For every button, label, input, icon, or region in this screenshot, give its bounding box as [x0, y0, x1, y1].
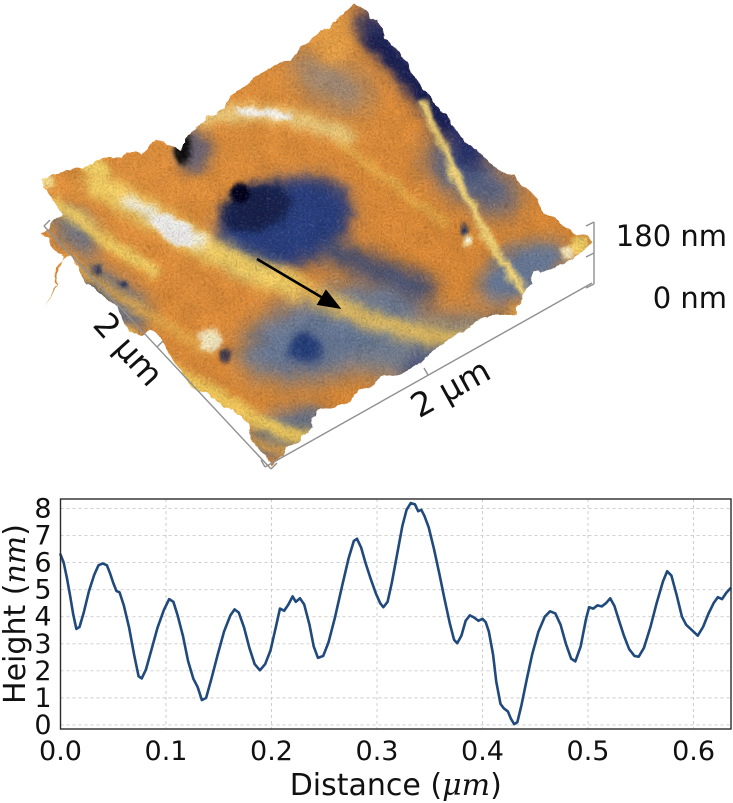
x-tick-label: 0.2	[250, 736, 293, 767]
y-tick-label: 3	[34, 629, 51, 660]
height-profile-line	[59, 501, 732, 726]
y-tick-label: 7	[34, 521, 51, 552]
z-scale-min-label: 0 nm	[653, 281, 727, 315]
y-axis-label: Height (nm)	[0, 524, 33, 704]
x-tick-label: 0.1	[145, 736, 188, 767]
profile-direction-arrow	[256, 257, 342, 309]
x-axis-label: Distance (μm)	[290, 768, 502, 803]
y-tick-label: 5	[34, 575, 51, 606]
scan-axis-left	[43, 219, 278, 470]
afm-3d-surface-svg: 2 μm 2 μm 180 nm 0 nm	[38, 2, 727, 470]
z-scale-axis	[585, 221, 595, 289]
x-tick-label: 0.0	[39, 736, 82, 767]
x-tick-label: 0.6	[672, 736, 715, 767]
afm-3d-surface	[38, 2, 590, 468]
x-tick-label: 0.4	[461, 736, 504, 767]
x-tick-label: 0.5	[567, 736, 610, 767]
y-tick-label: 0	[34, 710, 51, 741]
scan-axis-right-label: 2 μm	[404, 350, 497, 425]
scan-axis-right	[260, 282, 593, 468]
y-tick-label: 6	[34, 548, 51, 579]
y-tick-label: 4	[34, 602, 51, 633]
x-tick-label: 0.3	[356, 736, 399, 767]
plot-frame	[59, 498, 732, 730]
afm-3d-panel: 2 μm 2 μm 180 nm 0 nm	[38, 2, 727, 470]
z-scale-max-label: 180 nm	[616, 219, 727, 253]
height-profile-chart: 0 1 2 3 4 5 6 7 8 0.0 0.1 0.2 0.3 0.4 0.5 0.6 Distance (…	[0, 480, 733, 803]
y-tick-label: 1	[34, 683, 51, 714]
y-tick-label: 2	[34, 656, 51, 687]
y-tick-label: 8	[34, 493, 51, 524]
